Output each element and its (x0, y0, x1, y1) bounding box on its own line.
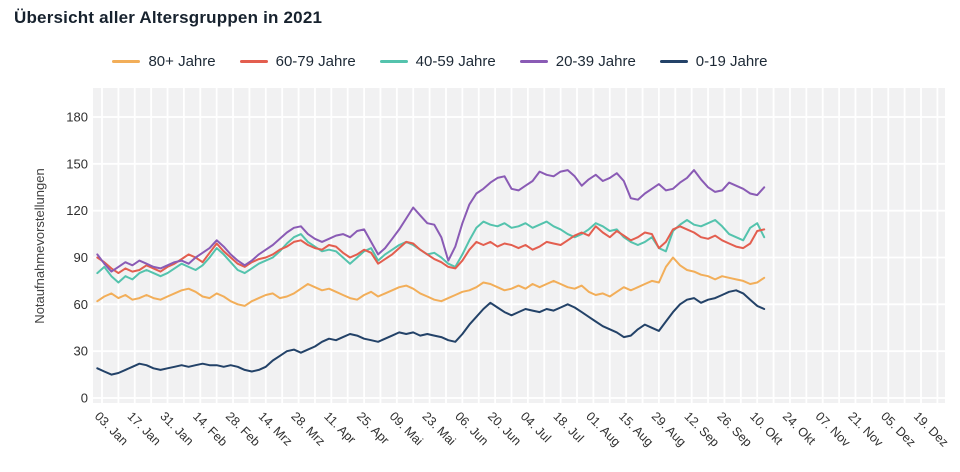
svg-text:21. Nov: 21. Nov (845, 409, 886, 450)
legend-label: 0-19 Jahre (695, 53, 768, 70)
svg-text:03. Jan: 03. Jan (92, 409, 131, 448)
legend-line-icon (239, 60, 268, 63)
series-line-80+-jahre (96, 256, 766, 307)
svg-text:180: 180 (66, 110, 88, 125)
svg-text:14. Feb: 14. Feb (190, 409, 230, 449)
svg-text:25. Apr: 25. Apr (354, 409, 392, 447)
svg-text:150: 150 (66, 156, 88, 171)
plot-area (93, 88, 945, 403)
legend-item-80plus[interactable]: 80+ Jahre (112, 53, 216, 70)
legend-item-0-19[interactable]: 0-19 Jahre (659, 53, 768, 70)
svg-text:17. Jan: 17. Jan (125, 409, 164, 448)
svg-text:60: 60 (74, 297, 88, 312)
legend-line-icon (379, 60, 408, 63)
legend-line-icon (112, 60, 141, 63)
svg-text:90: 90 (74, 250, 88, 265)
svg-text:29. Aug: 29. Aug (649, 409, 689, 449)
series-line-20-39-jahre (96, 169, 766, 273)
legend-item-20-39[interactable]: 20-39 Jahre (519, 53, 636, 70)
chart-legend: 80+ Jahre 60-79 Jahre 40-59 Jahre 20-39 … (0, 53, 880, 70)
svg-text:26. Sep: 26. Sep (714, 409, 754, 449)
series-line-0-19-jahre (96, 289, 766, 376)
legend-label: 60-79 Jahre (275, 53, 356, 70)
svg-text:15. Aug: 15. Aug (616, 409, 656, 449)
series-line-40-59-jahre (96, 219, 766, 284)
svg-text:31. Jan: 31. Jan (157, 409, 196, 448)
svg-text:28. Feb: 28. Feb (223, 409, 263, 449)
legend-line-icon (659, 60, 688, 63)
svg-text:20. Jun: 20. Jun (485, 409, 524, 448)
svg-text:10. Okt: 10. Okt (747, 409, 786, 448)
svg-text:19. Dez: 19. Dez (911, 409, 951, 449)
legend-line-icon (519, 60, 548, 63)
y-gridlines (93, 116, 945, 399)
svg-text:09. Mai: 09. Mai (387, 409, 426, 448)
svg-text:24. Okt: 24. Okt (780, 409, 819, 448)
legend-label: 40-59 Jahre (415, 53, 496, 70)
svg-text:05. Dez: 05. Dez (878, 409, 918, 449)
svg-text:120: 120 (66, 203, 88, 218)
svg-text:06. Jun: 06. Jun (452, 409, 491, 448)
y-axis-ticks: 0 30 60 90 120 150 180 (66, 110, 88, 406)
svg-text:01. Aug: 01. Aug (583, 409, 623, 449)
svg-text:12. Sep: 12. Sep (682, 409, 722, 449)
svg-text:30: 30 (74, 344, 88, 359)
svg-text:14. Mrz: 14. Mrz (256, 409, 295, 448)
series-line-60-79-jahre (96, 225, 766, 275)
svg-text:28. Mrz: 28. Mrz (288, 409, 327, 448)
legend-label: 20-39 Jahre (555, 53, 636, 70)
page-title: Übersicht aller Altersgruppen in 2021 (14, 8, 323, 27)
svg-text:11. Apr: 11. Apr (321, 409, 358, 446)
y-axis-title: Notaufnahmevorstellungen (32, 168, 47, 323)
legend-label: 80+ Jahre (148, 53, 216, 70)
svg-text:23. Mai: 23. Mai (419, 409, 458, 448)
legend-item-60-79[interactable]: 60-79 Jahre (239, 53, 356, 70)
svg-text:0: 0 (81, 391, 88, 406)
svg-text:04. Jul: 04. Jul (518, 409, 554, 445)
svg-text:18. Jul: 18. Jul (551, 409, 587, 445)
legend-item-40-59[interactable]: 40-59 Jahre (379, 53, 496, 70)
svg-text:07. Nov: 07. Nov (813, 409, 854, 450)
